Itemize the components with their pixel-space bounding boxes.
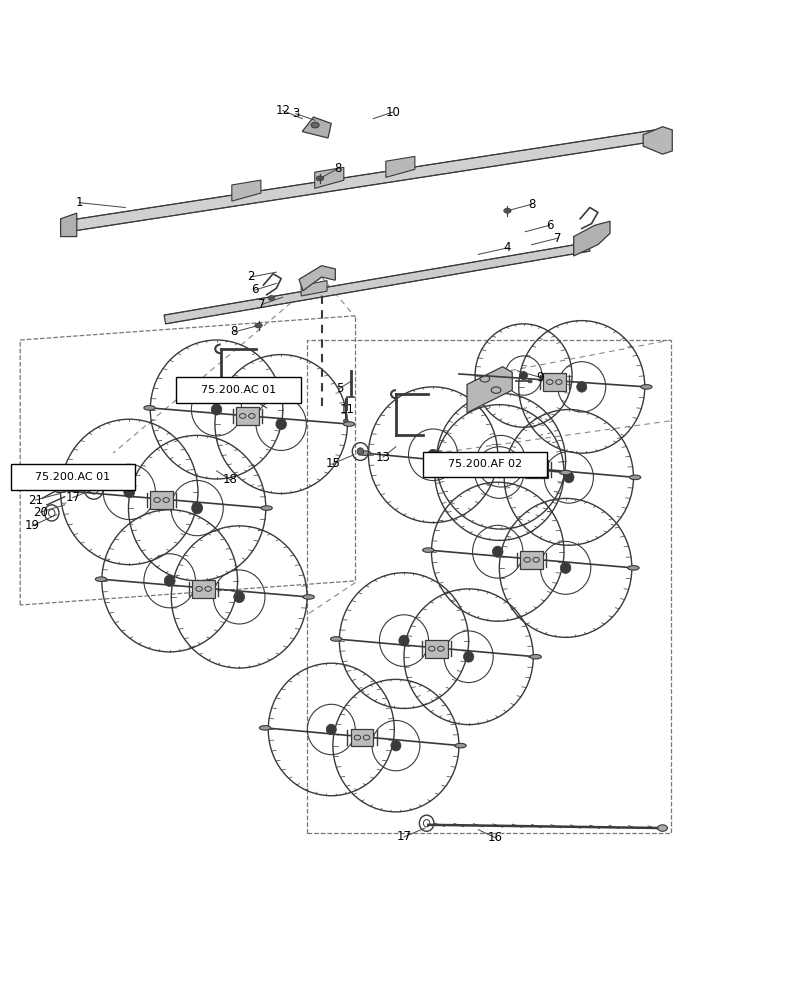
Ellipse shape (317, 176, 324, 181)
FancyBboxPatch shape (543, 373, 566, 391)
Ellipse shape (95, 577, 107, 581)
Text: 16: 16 (488, 831, 503, 844)
Ellipse shape (577, 382, 587, 392)
Text: 18: 18 (223, 473, 238, 486)
Ellipse shape (357, 448, 364, 455)
Polygon shape (574, 221, 610, 256)
Ellipse shape (360, 451, 371, 455)
Text: 75.200.AC 01: 75.200.AC 01 (201, 385, 276, 395)
Text: 8: 8 (230, 325, 238, 338)
Ellipse shape (391, 740, 401, 751)
Ellipse shape (311, 122, 319, 128)
Ellipse shape (330, 637, 342, 641)
Text: 6: 6 (251, 283, 259, 296)
Polygon shape (301, 281, 327, 296)
Ellipse shape (343, 419, 348, 422)
Polygon shape (61, 213, 77, 237)
Ellipse shape (658, 825, 667, 831)
Text: 21: 21 (28, 493, 43, 506)
Polygon shape (467, 367, 512, 413)
Ellipse shape (628, 566, 639, 570)
Ellipse shape (428, 449, 438, 460)
Text: 8: 8 (528, 198, 536, 211)
Ellipse shape (427, 457, 438, 462)
Ellipse shape (303, 595, 314, 599)
Ellipse shape (492, 546, 503, 557)
Text: 11: 11 (340, 403, 355, 416)
Polygon shape (232, 180, 261, 201)
Ellipse shape (520, 371, 528, 380)
Text: 12: 12 (276, 104, 290, 117)
Polygon shape (385, 156, 415, 177)
Text: 20: 20 (33, 506, 48, 519)
Ellipse shape (124, 486, 135, 498)
Text: 13: 13 (376, 451, 390, 464)
Ellipse shape (399, 635, 409, 646)
Polygon shape (643, 127, 672, 154)
Ellipse shape (504, 208, 511, 213)
Ellipse shape (326, 724, 336, 735)
Ellipse shape (560, 562, 571, 573)
FancyBboxPatch shape (236, 407, 259, 425)
Text: 6: 6 (545, 219, 553, 232)
Ellipse shape (343, 422, 355, 426)
FancyBboxPatch shape (11, 464, 135, 490)
Ellipse shape (54, 488, 65, 493)
Ellipse shape (255, 323, 262, 328)
Text: 9: 9 (536, 371, 544, 384)
Text: 10: 10 (385, 106, 400, 119)
Text: 7: 7 (258, 298, 266, 311)
Ellipse shape (530, 654, 541, 659)
Ellipse shape (268, 296, 275, 300)
Polygon shape (302, 117, 331, 138)
FancyBboxPatch shape (351, 729, 373, 746)
Ellipse shape (641, 385, 652, 389)
Polygon shape (299, 266, 335, 291)
Ellipse shape (423, 548, 434, 552)
Ellipse shape (528, 380, 532, 383)
Polygon shape (164, 242, 590, 324)
FancyBboxPatch shape (150, 491, 173, 509)
FancyBboxPatch shape (176, 377, 301, 403)
Text: 75.200.AC 01: 75.200.AC 01 (36, 472, 110, 482)
Text: 17: 17 (65, 491, 80, 504)
Text: 1: 1 (75, 196, 83, 209)
Text: 7: 7 (553, 232, 562, 245)
Ellipse shape (276, 418, 287, 430)
Ellipse shape (234, 591, 245, 603)
Ellipse shape (560, 470, 571, 475)
Ellipse shape (629, 475, 641, 480)
Ellipse shape (564, 472, 574, 483)
Ellipse shape (455, 743, 466, 748)
Text: 19: 19 (25, 519, 40, 532)
FancyBboxPatch shape (425, 640, 448, 658)
Ellipse shape (211, 404, 222, 415)
FancyBboxPatch shape (525, 460, 548, 478)
FancyBboxPatch shape (452, 454, 475, 472)
Text: 5: 5 (335, 382, 343, 395)
Text: 8: 8 (334, 162, 342, 175)
Ellipse shape (261, 506, 272, 510)
Ellipse shape (191, 502, 203, 514)
Text: 75.200.AF 02: 75.200.AF 02 (448, 459, 522, 469)
Ellipse shape (164, 575, 175, 586)
Text: 4: 4 (503, 241, 511, 254)
Ellipse shape (259, 726, 271, 730)
Ellipse shape (464, 651, 473, 662)
FancyBboxPatch shape (520, 551, 543, 569)
Ellipse shape (494, 467, 504, 478)
Ellipse shape (496, 456, 506, 467)
FancyBboxPatch shape (423, 452, 547, 477)
FancyBboxPatch shape (192, 580, 215, 598)
Text: 17: 17 (397, 830, 411, 843)
Polygon shape (315, 167, 344, 188)
Ellipse shape (144, 406, 155, 410)
Text: 14: 14 (460, 456, 474, 469)
Text: 2: 2 (246, 270, 255, 283)
Text: 3: 3 (292, 107, 300, 120)
Text: 15: 15 (326, 457, 340, 470)
Polygon shape (67, 129, 661, 232)
